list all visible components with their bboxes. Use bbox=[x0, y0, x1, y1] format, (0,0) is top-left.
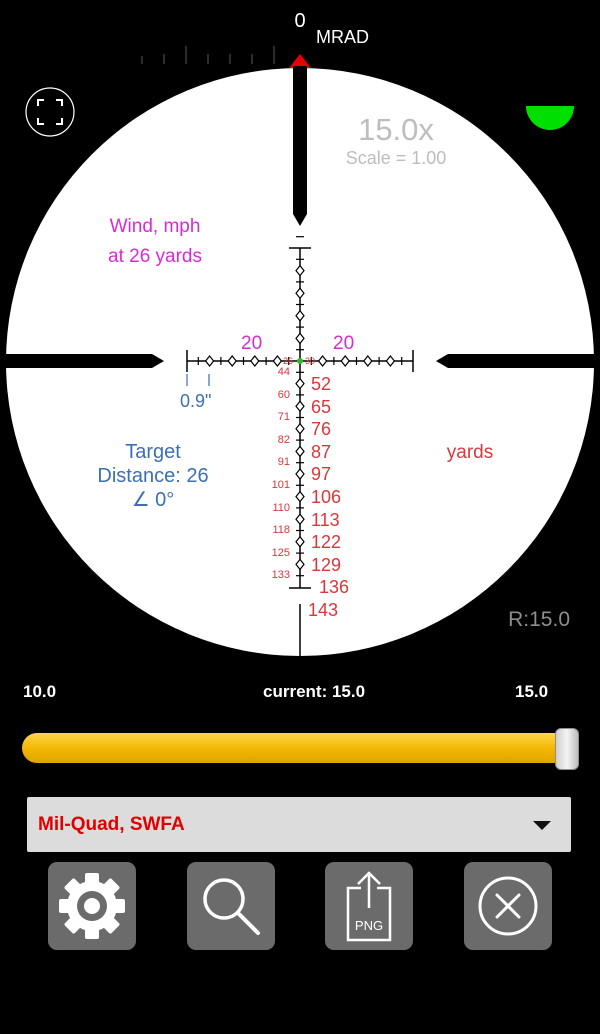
zoom-slider-thumb[interactable] bbox=[555, 728, 579, 770]
heading-marker bbox=[289, 54, 311, 68]
large-range-label: 122 bbox=[311, 532, 342, 553]
target-title: Target bbox=[125, 441, 181, 463]
spacing-value: 0.9" bbox=[180, 391, 212, 411]
reticle-diamond bbox=[204, 355, 215, 367]
small-range-label: 118 bbox=[272, 524, 290, 537]
magnification-label: 15.0x bbox=[358, 112, 434, 147]
magnifier-icon bbox=[203, 878, 260, 935]
large-range-label: 106 bbox=[311, 487, 342, 507]
share-icon: PNG bbox=[346, 871, 392, 942]
target-distance: Distance: 26 bbox=[97, 465, 209, 487]
chevron-down-icon bbox=[533, 821, 551, 830]
small-range-label: 110 bbox=[272, 501, 290, 514]
small-range-label: 82 bbox=[277, 433, 290, 446]
reticle-diamond bbox=[295, 445, 305, 458]
center-right-range: 30 bbox=[305, 356, 316, 366]
large-range-label: 76 bbox=[311, 419, 332, 440]
scale-label: Scale = 1.00 bbox=[345, 148, 447, 168]
level-indicator-icon bbox=[526, 106, 574, 130]
reticle-diamond bbox=[295, 400, 305, 413]
target-angle: ∠ 0° bbox=[131, 489, 175, 511]
unit-label: MRAD bbox=[316, 27, 369, 47]
large-range-label: 97 bbox=[311, 464, 332, 485]
zoom-labels: 10.0 current: 15.0 15.0 bbox=[0, 682, 600, 706]
reticle-diamond bbox=[363, 355, 373, 367]
reticle-diamond bbox=[295, 535, 305, 548]
range-readout: R:15.0 bbox=[508, 608, 570, 631]
small-range-label: 101 bbox=[271, 479, 290, 491]
zoom-current-label: current: 15.0 bbox=[263, 682, 366, 701]
reticle-post-left bbox=[6, 354, 164, 368]
zoom-button[interactable] bbox=[187, 862, 275, 950]
zoom-min-label: 10.0 bbox=[23, 682, 57, 701]
large-range-label: 87 bbox=[311, 441, 332, 462]
small-range-label: 125 bbox=[271, 546, 290, 559]
wind-title: Wind, mph bbox=[109, 216, 201, 237]
small-range-label: 44 bbox=[277, 366, 290, 378]
large-range-label: 129 bbox=[311, 554, 342, 575]
reticle-diamond bbox=[295, 490, 305, 503]
reticle-diamond bbox=[317, 355, 328, 367]
settings-button[interactable] bbox=[48, 862, 136, 950]
heading-ruler bbox=[141, 46, 275, 64]
reticle-diamond bbox=[295, 422, 305, 435]
reticle-diamonds bbox=[197, 145, 403, 577]
png-label: PNG bbox=[355, 918, 383, 933]
center-left-range: 26 bbox=[283, 356, 294, 366]
reticle-dropdown[interactable]: Mil-Quad, SWFA bbox=[27, 797, 571, 852]
small-range-label: 71 bbox=[277, 411, 290, 424]
reticle-diamond bbox=[295, 468, 305, 480]
reticle-diamond bbox=[227, 355, 237, 367]
spacing-marker bbox=[186, 374, 210, 386]
reticle-diamond bbox=[295, 287, 305, 300]
heading-zero-label: 0 bbox=[294, 10, 306, 32]
large-range-label: 65 bbox=[311, 396, 332, 417]
zoom-max-label: 15.0 bbox=[515, 682, 549, 701]
reticle-diamond bbox=[250, 355, 260, 367]
wind-right-value: 20 bbox=[333, 333, 355, 354]
large-range-label: 113 bbox=[311, 509, 340, 530]
reticle-diamond bbox=[295, 377, 305, 390]
reticle-diamond bbox=[385, 355, 396, 367]
reticle-diamond bbox=[272, 355, 283, 367]
reticle-dropdown-value: Mil-Quad, SWFA bbox=[38, 814, 185, 835]
reticle-diamond bbox=[295, 264, 305, 277]
center-dot bbox=[297, 358, 303, 364]
yards-label: yards bbox=[446, 442, 494, 463]
reticle-post-right bbox=[436, 354, 594, 368]
reticle-diamond bbox=[340, 355, 350, 367]
reticle-diamond bbox=[295, 558, 305, 571]
close-button[interactable] bbox=[464, 862, 552, 950]
wind-distance: at 26 yards bbox=[108, 246, 202, 267]
small-range-label: 133 bbox=[271, 569, 290, 582]
gear-icon bbox=[59, 873, 125, 939]
reticle-diamond bbox=[295, 332, 305, 345]
large-range-label: 136 bbox=[319, 577, 350, 598]
close-circle-icon bbox=[478, 876, 538, 936]
zoom-slider-track[interactable] bbox=[22, 733, 574, 763]
reticle-diamond bbox=[295, 309, 305, 322]
fullscreen-icon[interactable] bbox=[25, 87, 75, 137]
small-range-label: 91 bbox=[277, 456, 290, 469]
reticle-diamond bbox=[295, 513, 305, 526]
large-range-label: 52 bbox=[311, 374, 332, 394]
wind-left-value: 20 bbox=[241, 333, 263, 354]
scope-view[interactable] bbox=[0, 0, 600, 670]
large-range-label: 143 bbox=[308, 600, 339, 620]
export-png-button[interactable]: PNG bbox=[325, 862, 413, 950]
small-range-label: 60 bbox=[277, 388, 290, 401]
